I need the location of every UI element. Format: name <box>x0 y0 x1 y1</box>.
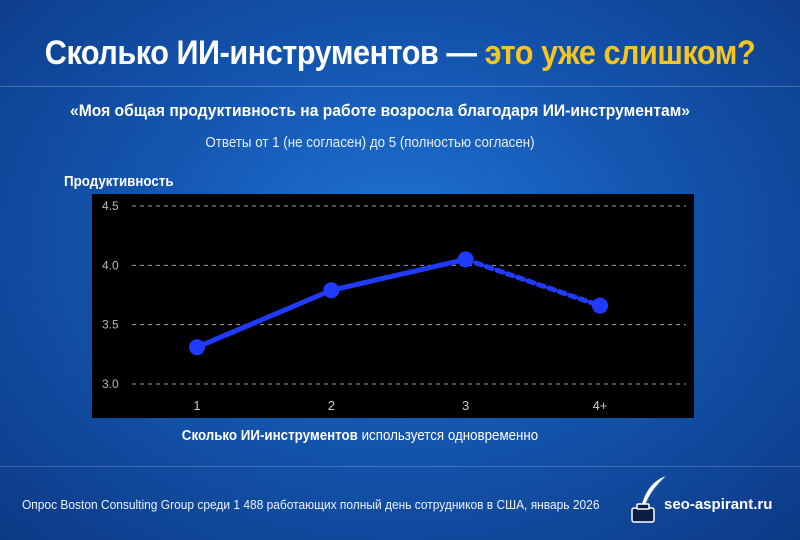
scale-note: Ответы от 1 (не согласен) до 5 (полность… <box>205 135 535 151</box>
chart-svg: 3.0 3.5 4.0 4.5 1 2 3 4+ <box>102 199 686 413</box>
series-line-segment <box>328 256 469 293</box>
series-line-segment <box>463 256 603 309</box>
data-point <box>323 282 340 299</box>
data-point <box>457 251 474 268</box>
y-axis-label: Продуктивность <box>64 174 174 190</box>
x-axis-label-bold: Сколько ИИ-инструментов <box>181 428 358 444</box>
line-chart: 3.0 3.5 4.0 4.5 1 2 3 4+ <box>92 194 694 418</box>
title-main: Сколько ИИ-инструментов — <box>44 34 485 72</box>
x-tick-label: 1 <box>193 398 200 413</box>
series-line-segment <box>194 287 334 350</box>
source-note: Опрос Boston Consulting Group среди 1 48… <box>22 497 600 512</box>
chart-subtitle: «Моя общая продуктивность на работе возр… <box>70 101 690 120</box>
title-accent: это уже слишком? <box>484 34 756 72</box>
x-tick-label: 4+ <box>593 398 608 413</box>
title-divider <box>0 86 800 87</box>
data-point <box>189 339 205 356</box>
x-axis-label-rest: используется одновременно <box>357 428 539 444</box>
footer-divider <box>0 466 800 467</box>
y-tick-label: 3.5 <box>102 318 119 332</box>
brand-name: seo-aspirant.ru <box>664 496 773 513</box>
inkwell-feather-icon <box>631 475 667 523</box>
brand-logo[interactable]: seo-aspirant.ru <box>626 474 796 526</box>
x-tick-label: 2 <box>328 398 335 413</box>
x-axis-label: Сколько ИИ-инструментов используется одн… <box>29 428 691 444</box>
y-tick-label: 4.0 <box>102 258 119 272</box>
x-tick-label: 3 <box>462 398 469 413</box>
y-tick-label: 3.0 <box>102 377 119 391</box>
page-title: Сколько ИИ-инструментов — это уже слишко… <box>40 34 760 73</box>
data-point <box>592 297 608 314</box>
y-tick-label: 4.5 <box>102 199 119 213</box>
